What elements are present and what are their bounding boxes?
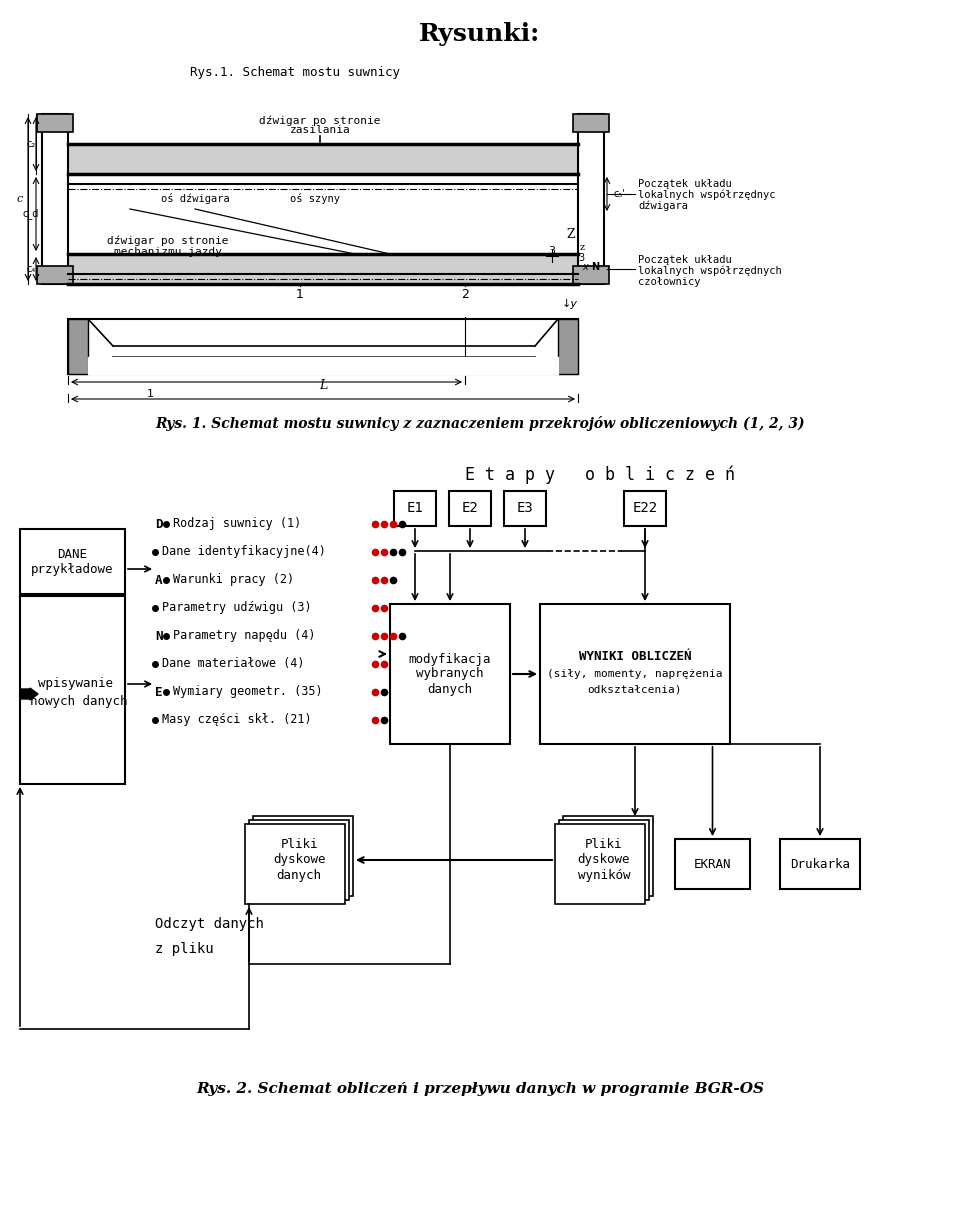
Text: lokalnych współrzędnych: lokalnych współrzędnych (638, 266, 781, 277)
Text: oś szyny: oś szyny (290, 193, 340, 204)
Text: Pliki
dyskowe
danych: Pliki dyskowe danych (273, 839, 325, 881)
Text: N: N (155, 630, 162, 642)
Text: Drukarka: Drukarka (790, 857, 850, 870)
Text: Rysunki:: Rysunki: (420, 22, 540, 46)
Text: nowych danych: nowych danych (30, 696, 128, 709)
Bar (37, 114, 73, 132)
Bar (245, 824, 345, 904)
Text: Dane materiałowe (4): Dane materiałowe (4) (162, 658, 304, 670)
Text: N: N (591, 262, 599, 272)
Text: dźwigara: dźwigara (638, 200, 688, 211)
Text: 3: 3 (578, 253, 584, 263)
Text: 3: 3 (548, 246, 556, 256)
Bar (42, 114, 68, 284)
Text: x: x (582, 262, 588, 272)
Text: Z₂: Z₂ (472, 361, 484, 371)
Text: 2: 2 (461, 288, 468, 301)
Text: czołownicy: czołownicy (638, 277, 701, 287)
Bar (555, 824, 645, 904)
Text: A: A (155, 573, 162, 586)
Text: E22: E22 (633, 501, 658, 516)
Bar (390, 605, 510, 744)
Text: Rys.1. Schemat mostu suwnicy: Rys.1. Schemat mostu suwnicy (190, 66, 400, 79)
Bar (563, 816, 653, 896)
Bar (675, 839, 750, 889)
Text: c₄: c₄ (26, 263, 36, 274)
Text: odkształcenia): odkształcenia) (588, 685, 683, 694)
FancyArrow shape (20, 688, 38, 700)
Text: (siły, momenty, naprężenia: (siły, momenty, naprężenia (547, 669, 723, 679)
Bar (20, 529, 125, 594)
Text: Parametry napędu (4): Parametry napędu (4) (173, 630, 316, 642)
Text: z: z (580, 243, 585, 251)
Text: oś dźwigara: oś dźwigara (160, 193, 229, 204)
Text: Z: Z (566, 227, 575, 240)
Text: Początek układu: Początek układu (638, 255, 732, 265)
Text: 1: 1 (147, 388, 154, 399)
Text: 2: 2 (462, 361, 468, 371)
Text: D: D (155, 517, 162, 531)
Text: L: L (319, 379, 327, 392)
Text: E3: E3 (516, 501, 534, 516)
Text: Wymiary geometr. (35): Wymiary geometr. (35) (173, 686, 323, 698)
Bar (68, 319, 578, 374)
Text: WYNIKI OBLICZEŃ: WYNIKI OBLICZEŃ (579, 649, 691, 663)
Text: Warunki pracy (2): Warunki pracy (2) (173, 573, 294, 586)
Bar (559, 819, 649, 900)
Text: E t a p y   o b l i c z e ń: E t a p y o b l i c z e ń (465, 466, 735, 484)
Bar (504, 490, 546, 526)
Bar (253, 816, 353, 896)
Bar (68, 319, 88, 374)
Text: Odczyt danych: Odczyt danych (155, 917, 264, 931)
Text: Masy części skł. (21): Masy części skł. (21) (162, 714, 312, 726)
Text: Początek układu: Początek układu (638, 178, 732, 189)
Text: Rys. 2. Schemat obliczeń i przepływu danych w programie BGR-OS: Rys. 2. Schemat obliczeń i przepływu dan… (196, 1082, 764, 1096)
Text: dźwigar po stronie: dźwigar po stronie (259, 115, 381, 126)
Text: Rodzaj suwnicy (1): Rodzaj suwnicy (1) (173, 517, 301, 531)
Bar (558, 319, 578, 374)
Bar (624, 490, 666, 526)
Bar (573, 266, 609, 284)
Text: lokalnych współrzędnyc: lokalnych współrzędnyc (638, 189, 776, 200)
Text: modyfikacja
wybranych
danych: modyfikacja wybranych danych (409, 652, 492, 696)
Text: E1: E1 (407, 501, 423, 516)
Text: DANE
przykładowe: DANE przykładowe (32, 548, 113, 575)
Text: E2: E2 (462, 501, 478, 516)
Text: z pliku: z pliku (155, 942, 214, 955)
Text: ↓y: ↓y (562, 299, 578, 310)
Text: mechanizmu jazdy: mechanizmu jazdy (114, 246, 222, 257)
Text: Dane identyfikacyjne(4): Dane identyfikacyjne(4) (162, 545, 325, 558)
Text: Z₁=0,5 L: Z₁=0,5 L (238, 365, 292, 376)
Text: c₅': c₅' (614, 189, 626, 199)
Text: c: c (17, 194, 23, 204)
Text: zasilania: zasilania (290, 125, 350, 135)
Bar (578, 114, 604, 284)
Bar (249, 819, 349, 900)
Bar (573, 114, 609, 132)
Bar (37, 266, 73, 284)
Text: Rys. 1. Schemat mostu suwnicy z zaznaczeniem przekrojów obliczeniowych (1, 2, 3): Rys. 1. Schemat mostu suwnicy z zaznacze… (156, 416, 804, 431)
Bar (540, 605, 730, 744)
Text: wpisywanie: wpisywanie (38, 677, 113, 691)
Text: dźwigar po stronie: dźwigar po stronie (108, 236, 228, 246)
Bar (394, 490, 436, 526)
Text: c₂: c₂ (26, 138, 36, 149)
Text: EKRAN: EKRAN (694, 857, 732, 870)
Text: Parametry udźwigu (3): Parametry udźwigu (3) (162, 601, 312, 614)
Text: E: E (155, 686, 162, 698)
Bar (449, 490, 491, 526)
Text: Pliki
dyskowe
wyników: Pliki dyskowe wyników (578, 839, 631, 881)
Text: c_d: c_d (23, 209, 39, 220)
Bar (780, 839, 860, 889)
Text: 1: 1 (296, 288, 304, 301)
